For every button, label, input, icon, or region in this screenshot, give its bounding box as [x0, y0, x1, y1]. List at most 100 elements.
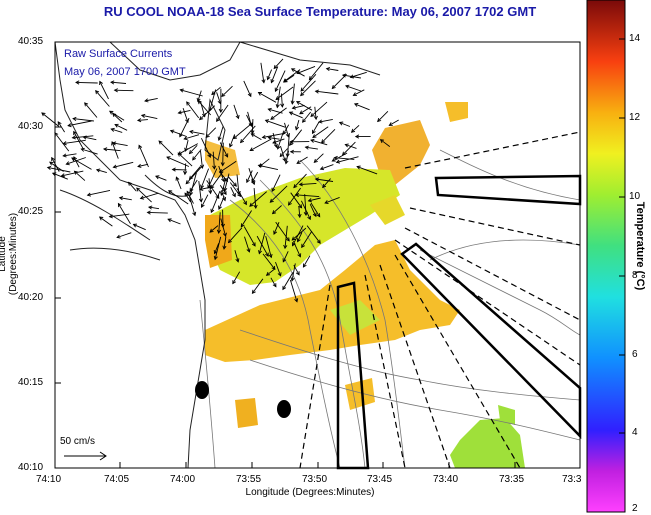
current-vector	[240, 210, 252, 228]
current-vector	[247, 111, 252, 127]
sst-patch-south-green	[330, 300, 380, 335]
colorbar	[586, 0, 626, 513]
current-vector-head	[249, 202, 254, 207]
current-vector	[345, 85, 362, 92]
current-vector	[200, 150, 203, 169]
current-vector	[99, 81, 109, 100]
current-vector	[266, 268, 275, 276]
current-vector	[272, 138, 285, 144]
current-vector-head	[307, 198, 312, 203]
current-vector-head	[345, 84, 350, 89]
current-vector-head	[192, 156, 197, 161]
current-vector	[170, 130, 187, 137]
current-vector	[293, 264, 300, 276]
current-vector-head	[221, 177, 225, 183]
current-vector	[186, 101, 200, 119]
current-vector	[284, 122, 289, 138]
sst-patch-central-east	[370, 195, 405, 225]
current-vector	[96, 169, 107, 174]
current-vector	[293, 173, 307, 188]
current-vector-head	[200, 203, 205, 208]
current-vector-head	[167, 218, 172, 223]
current-vector	[208, 178, 212, 194]
current-vector-head	[212, 165, 217, 170]
current-vector-head	[331, 157, 336, 162]
current-vector-head	[220, 191, 225, 197]
sst-patches	[205, 102, 525, 468]
current-vector-head	[246, 178, 250, 184]
current-vector-head	[217, 136, 222, 141]
current-vector-head	[222, 245, 227, 250]
colorbar-tick-label: 8	[632, 270, 638, 281]
current-vector	[289, 279, 298, 302]
current-vector-head	[270, 79, 275, 84]
current-vector-head	[272, 283, 277, 288]
current-vector-head	[349, 74, 354, 79]
current-vector-head	[72, 116, 77, 121]
current-vector-head	[169, 129, 175, 134]
current-vector-head	[222, 196, 227, 202]
current-vector	[155, 175, 167, 181]
current-vector-head	[282, 130, 287, 136]
current-vector	[248, 168, 255, 185]
current-vector	[219, 142, 229, 158]
current-vector	[188, 194, 196, 216]
current-vector	[304, 194, 307, 216]
current-vector	[377, 110, 389, 122]
current-vector	[324, 196, 340, 204]
current-vector	[182, 107, 189, 123]
current-vector-head	[296, 238, 301, 243]
current-vector-head	[215, 194, 220, 199]
current-vector-head	[289, 141, 293, 146]
current-vector-head	[144, 98, 149, 103]
current-vector	[312, 121, 320, 134]
current-vector-head	[146, 210, 151, 215]
current-vector	[214, 243, 220, 254]
current-vector	[246, 170, 253, 183]
x-tick-label: 74:00	[170, 474, 196, 485]
current-vector-head	[314, 177, 320, 182]
current-vector-head	[82, 135, 87, 140]
current-vector-head	[177, 110, 182, 115]
current-vector-head	[220, 223, 225, 228]
current-vector-head	[291, 105, 297, 110]
current-vector	[300, 74, 317, 92]
buoy-marker-west	[195, 381, 209, 399]
current-vector-head	[266, 75, 271, 81]
current-vector-head	[171, 167, 176, 172]
current-vector-head	[290, 100, 295, 105]
current-vector-head	[249, 147, 254, 152]
current-vector-head	[298, 182, 303, 187]
current-vector-head	[189, 129, 194, 134]
current-vector	[219, 185, 227, 195]
current-vector-head	[289, 149, 295, 154]
current-vector-head	[236, 191, 241, 196]
current-vector-head	[297, 213, 302, 219]
y-tick-label: 40:35	[18, 36, 44, 47]
current-vector-head	[192, 211, 197, 217]
colorbar-tick-label: 12	[629, 112, 641, 123]
x-tick-label: 73:45	[367, 474, 393, 485]
current-vector	[110, 81, 127, 84]
current-vector-head	[295, 101, 301, 105]
current-vector-head	[222, 190, 227, 196]
current-vector-head	[62, 153, 67, 158]
current-vector-head	[335, 159, 341, 164]
current-vector-head	[208, 190, 213, 195]
current-vector-head	[175, 176, 180, 181]
current-vectors	[41, 58, 399, 303]
current-vector	[282, 251, 289, 262]
current-vector	[285, 150, 290, 164]
current-vector	[252, 278, 264, 294]
current-vector-head	[196, 97, 201, 103]
current-vector-head	[41, 112, 46, 117]
current-vector	[298, 205, 301, 218]
current-vector	[229, 134, 236, 148]
current-vector	[296, 65, 316, 74]
current-vector-head	[325, 66, 331, 72]
colorbar-tick-label: 4	[632, 427, 638, 438]
y-tick-label: 40:20	[18, 292, 44, 303]
current-vector	[305, 146, 318, 150]
current-vector-head	[279, 152, 284, 158]
current-vector	[267, 69, 273, 80]
